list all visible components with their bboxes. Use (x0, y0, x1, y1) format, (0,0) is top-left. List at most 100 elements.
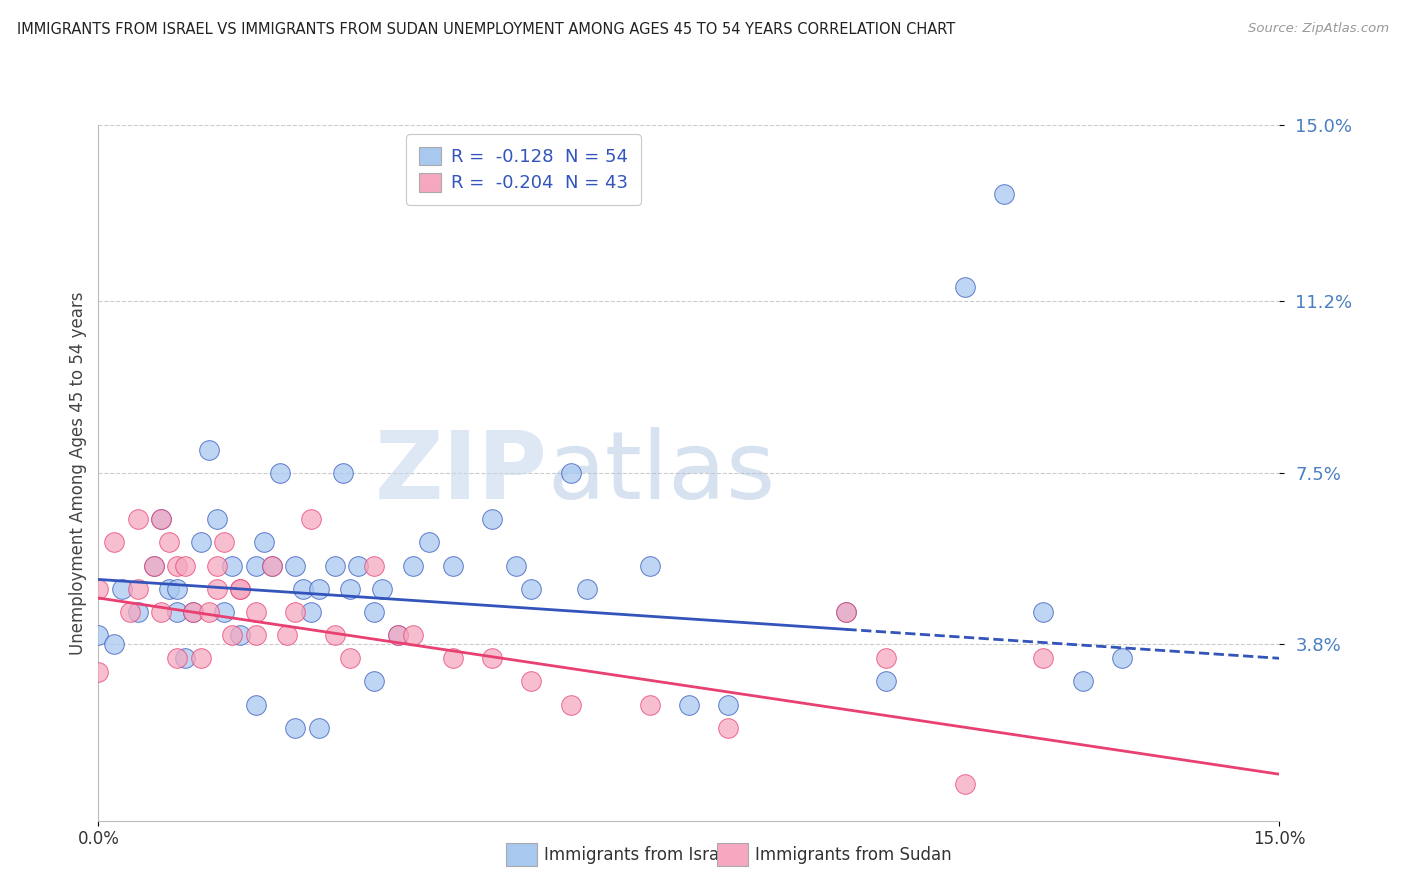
Point (181, 605, 204, 619)
Point (103, 535, 125, 549)
Point (205, 582, 228, 596)
Point (111, 582, 134, 596)
Point (347, 558, 370, 573)
Point (245, 558, 267, 573)
Point (174, 651, 197, 665)
Point (87, 582, 110, 596)
Point (1071, 674, 1094, 689)
Y-axis label: Unemployment Among Ages 45 to 54 years: Unemployment Among Ages 45 to 54 years (69, 291, 87, 655)
Point (284, 605, 307, 619)
Point (166, 582, 188, 596)
Point (157, 582, 180, 596)
Point (299, 512, 322, 526)
Point (953, 280, 976, 294)
Point (520, 674, 543, 689)
Point (174, 558, 197, 573)
Text: IMMIGRANTS FROM ISRAEL VS IMMIGRANTS FROM SUDAN UNEMPLOYMENT AMONG AGES 45 TO 54: IMMIGRANTS FROM ISRAEL VS IMMIGRANTS FRO… (17, 22, 955, 37)
Point (875, 651, 897, 665)
Point (197, 605, 219, 619)
Point (1032, 605, 1054, 619)
Point (260, 558, 283, 573)
Point (205, 558, 228, 573)
Point (142, 558, 165, 573)
Point (575, 582, 598, 596)
Point (308, 721, 330, 735)
Point (276, 628, 298, 642)
Point (638, 558, 661, 573)
Point (166, 605, 188, 619)
Point (299, 605, 322, 619)
Text: ZIP: ZIP (374, 426, 547, 519)
Point (214, 535, 236, 549)
Point (127, 605, 149, 619)
Point (150, 605, 173, 619)
Point (127, 512, 149, 526)
Point (284, 558, 307, 573)
Point (875, 674, 897, 689)
Text: Immigrants from Sudan: Immigrants from Sudan (755, 846, 952, 863)
Point (87, 665, 110, 680)
Point (402, 628, 425, 642)
Point (284, 721, 307, 735)
Point (323, 628, 346, 642)
Point (481, 651, 503, 665)
Point (339, 582, 361, 596)
Point (332, 466, 354, 480)
Point (229, 582, 252, 596)
Point (363, 605, 385, 619)
Point (323, 558, 346, 573)
Point (520, 582, 543, 596)
Point (87, 628, 110, 642)
Point (190, 651, 212, 665)
Point (118, 605, 141, 619)
Point (1032, 651, 1054, 665)
Point (150, 512, 173, 526)
Point (308, 582, 330, 596)
Point (245, 698, 267, 712)
Point (339, 651, 361, 665)
Point (142, 558, 165, 573)
Point (402, 558, 425, 573)
Point (953, 776, 976, 790)
Point (229, 582, 252, 596)
Point (205, 512, 228, 526)
Point (221, 558, 243, 573)
Point (197, 442, 219, 457)
Text: Immigrants from Israel: Immigrants from Israel (544, 846, 734, 863)
Point (363, 558, 385, 573)
Point (221, 628, 243, 642)
Point (166, 558, 188, 573)
Text: atlas: atlas (547, 426, 776, 519)
Point (292, 582, 315, 596)
Point (1111, 651, 1133, 665)
Point (560, 466, 582, 480)
Point (253, 535, 276, 549)
Point (993, 187, 1015, 202)
Point (127, 582, 149, 596)
Point (245, 605, 267, 619)
Point (363, 674, 385, 689)
Point (717, 721, 740, 735)
Point (835, 605, 858, 619)
Point (214, 605, 236, 619)
Point (157, 535, 180, 549)
Point (441, 558, 464, 573)
Text: Source: ZipAtlas.com: Source: ZipAtlas.com (1249, 22, 1389, 36)
Point (678, 698, 700, 712)
Point (245, 628, 267, 642)
Point (387, 628, 409, 642)
Point (481, 512, 503, 526)
Point (190, 535, 212, 549)
Point (269, 466, 291, 480)
Point (441, 651, 464, 665)
Point (229, 628, 252, 642)
Point (181, 605, 204, 619)
Point (387, 628, 409, 642)
Point (835, 605, 858, 619)
Point (505, 558, 527, 573)
Legend: R =  -0.128  N = 54, R =  -0.204  N = 43: R = -0.128 N = 54, R = -0.204 N = 43 (406, 134, 641, 205)
Point (260, 558, 283, 573)
Point (418, 535, 440, 549)
Point (560, 698, 582, 712)
Point (371, 582, 394, 596)
